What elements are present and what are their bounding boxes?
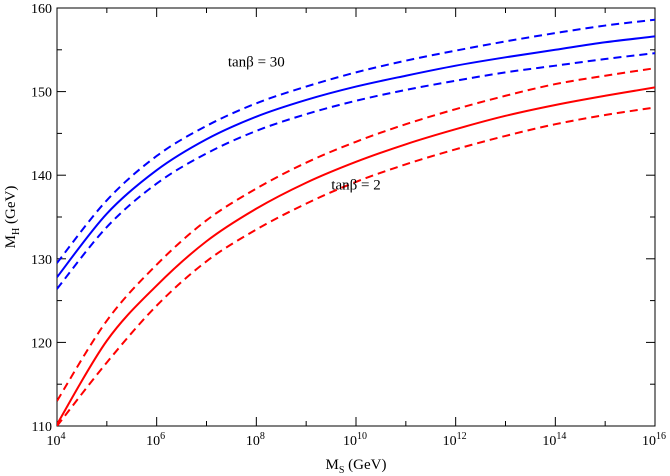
series-tanb2-solid-line: [57, 86, 655, 425]
y-tick-label: 130: [31, 253, 52, 268]
x-axis-label: MS (GeV): [326, 457, 387, 476]
axis-ticks: [56, 7, 656, 427]
x-tick-label-exp: 8: [260, 431, 265, 442]
y-axis-label-rest: (GeV): [3, 186, 19, 228]
plot-frame: [56, 7, 656, 427]
y-tick-label: 160: [31, 2, 52, 17]
y-tick-label: 110: [32, 420, 52, 435]
y-tick-label: 120: [31, 336, 52, 351]
x-tick-label: 1014: [542, 431, 566, 449]
series-lines: [57, 18, 655, 426]
x-tick-label-exp: 4: [61, 431, 66, 442]
series-tanb30-solid-line: [57, 35, 655, 278]
x-tick-label-exp: 12: [457, 431, 467, 442]
x-tick-label-exp: 6: [160, 431, 165, 442]
x-axis-label-rest: (GeV): [344, 457, 386, 473]
y-axis-label: MH (GeV): [3, 186, 22, 249]
x-tick-label: 106: [146, 431, 165, 449]
y-axis-label-sub: H: [11, 228, 22, 235]
x-tick-label-exp: 14: [556, 431, 566, 442]
x-tick-label: 108: [246, 431, 265, 449]
annotation-label: tanβ = 30: [228, 55, 285, 71]
x-tick-label-exp: 10: [357, 431, 367, 442]
annotations: tanβ = 30 tanβ = 2: [228, 55, 381, 194]
x-tick-label-base: 10: [246, 434, 260, 449]
x-tick-label-exp: 16: [656, 431, 666, 442]
x-tick-label-base: 10: [343, 434, 357, 449]
x-tick-label-base: 10: [642, 434, 656, 449]
x-tick-label-base: 10: [443, 434, 457, 449]
tick-labels: 104 106 108 1010 1012 1014 1016110120130140150…: [31, 2, 666, 449]
series-tanb2-dashed-line: [57, 67, 655, 402]
x-tick-label-base: 10: [47, 434, 61, 449]
x-tick-label: 1016: [642, 431, 666, 449]
y-axis-label-main: M: [3, 235, 19, 248]
series-tanb2-dashed-line: [57, 106, 655, 426]
x-tick-label: 1010: [343, 431, 367, 449]
x-tick-label-base: 10: [542, 434, 556, 449]
annotation-label: tanβ = 2: [331, 177, 380, 193]
series-tanb30-dashed-line: [57, 52, 655, 290]
x-tick-label: 104: [47, 431, 66, 449]
x-tick-label-base: 10: [146, 434, 160, 449]
series-tanb30-dashed-line: [57, 18, 655, 264]
y-tick-label: 150: [31, 86, 52, 101]
y-tick-label: 140: [31, 169, 52, 184]
x-axis-label-sub: S: [339, 465, 345, 476]
x-axis-label-main: M: [326, 457, 339, 473]
x-tick-label: 1012: [443, 431, 467, 449]
